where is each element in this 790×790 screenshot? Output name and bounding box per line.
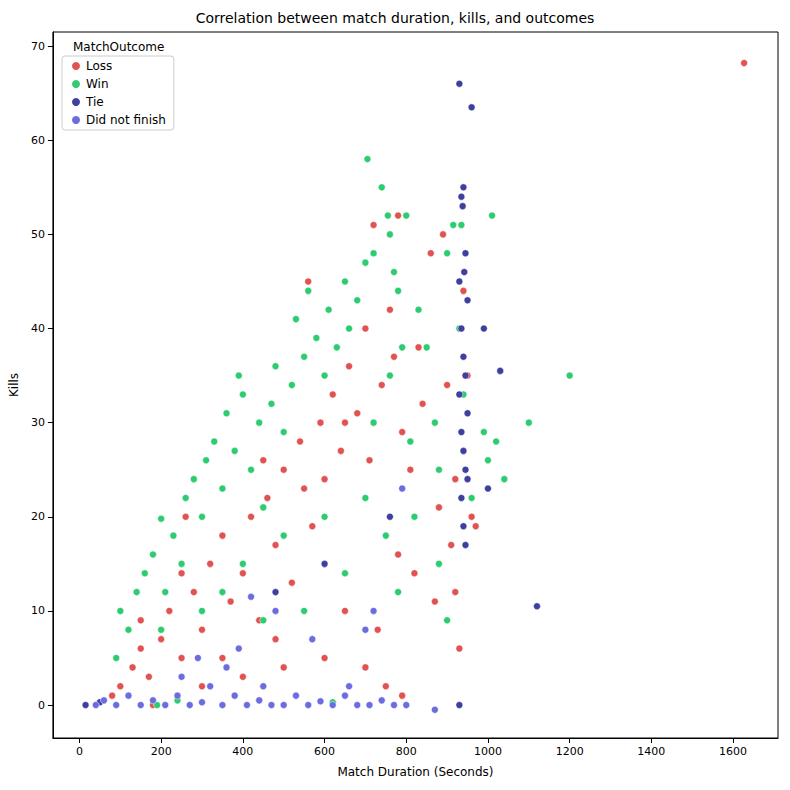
svg-text:Correlation between match dura: Correlation between match duration, kill… <box>196 10 595 26</box>
svg-text:30: 30 <box>31 416 45 429</box>
svg-text:1000: 1000 <box>474 745 502 758</box>
svg-text:50: 50 <box>31 228 45 241</box>
svg-text:Kills: Kills <box>7 373 21 397</box>
svg-text:600: 600 <box>314 745 335 758</box>
svg-text:400: 400 <box>232 745 253 758</box>
svg-text:0: 0 <box>76 745 83 758</box>
svg-text:1400: 1400 <box>637 745 665 758</box>
svg-text:200: 200 <box>151 745 172 758</box>
svg-text:Did not finish: Did not finish <box>86 113 166 127</box>
svg-text:1600: 1600 <box>719 745 747 758</box>
svg-text:Win: Win <box>86 77 109 91</box>
svg-text:70: 70 <box>31 40 45 53</box>
svg-text:Match Duration (Seconds): Match Duration (Seconds) <box>337 765 493 779</box>
svg-text:Loss: Loss <box>86 59 112 73</box>
svg-text:10: 10 <box>31 604 45 617</box>
svg-text:60: 60 <box>31 134 45 147</box>
svg-text:Tie: Tie <box>85 95 104 109</box>
svg-text:800: 800 <box>396 745 417 758</box>
svg-text:MatchOutcome: MatchOutcome <box>73 40 164 54</box>
svg-text:0: 0 <box>38 699 45 712</box>
svg-text:20: 20 <box>31 510 45 523</box>
svg-text:1200: 1200 <box>556 745 584 758</box>
svg-text:40: 40 <box>31 322 45 335</box>
